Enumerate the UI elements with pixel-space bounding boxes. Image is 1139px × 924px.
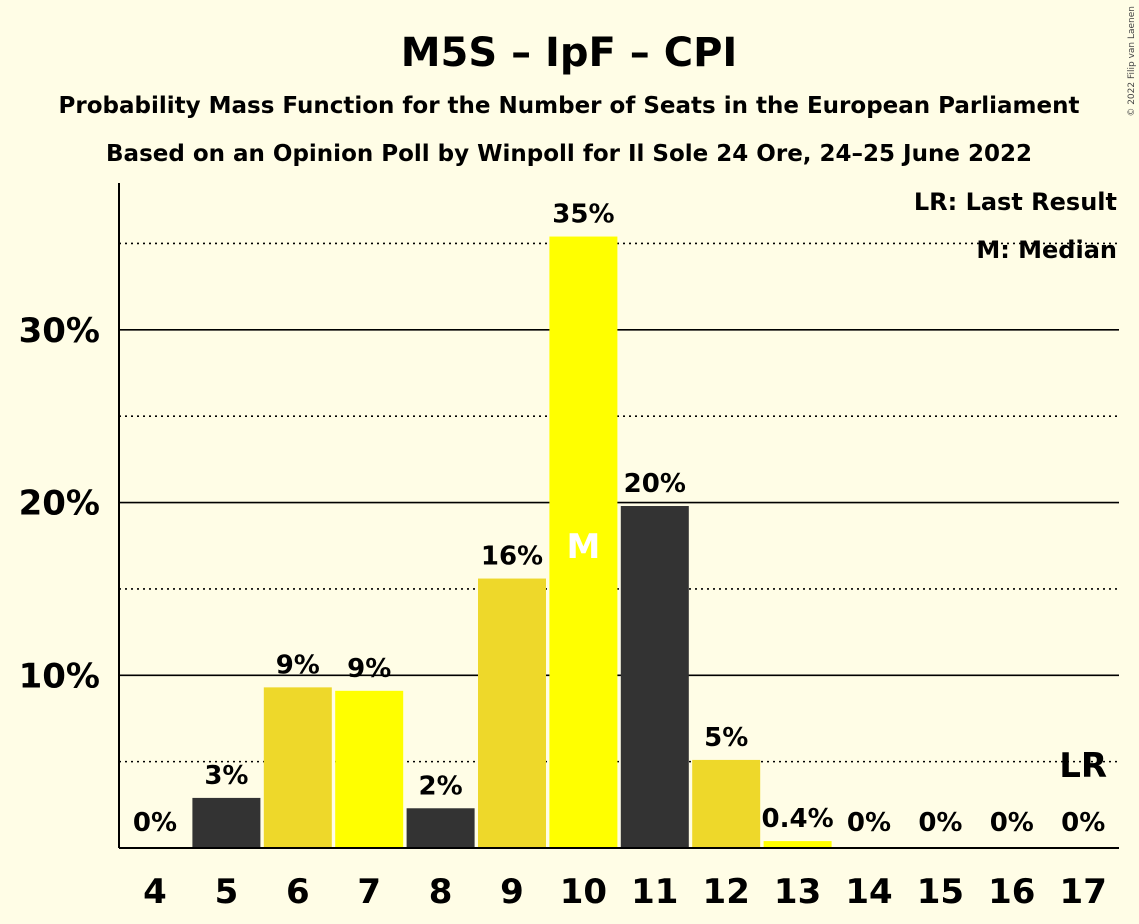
legend-last-result: LR: Last Result (914, 188, 1117, 216)
x-tick-label: 17 (1060, 872, 1107, 912)
x-tick-label: 11 (631, 872, 678, 912)
x-tick-label: 12 (703, 872, 750, 912)
bar-seats-8 (406, 808, 475, 848)
x-tick-label: 4 (143, 872, 167, 912)
x-tick-label: 7 (357, 872, 381, 912)
data-label-seats-7: 9% (347, 654, 391, 684)
x-tick-label: 14 (845, 872, 892, 912)
median-marker: M (566, 527, 600, 567)
bar-seats-5 (192, 797, 261, 848)
y-tick-label: 10% (19, 656, 100, 696)
data-label-seats-16: 0% (990, 808, 1034, 838)
y-tick-label: 20% (19, 484, 100, 524)
copyright-text: © 2022 Filip van Laenen (1127, 6, 1137, 117)
chart-subtitle: Probability Mass Function for the Number… (59, 93, 1080, 119)
data-label-seats-5: 3% (204, 761, 248, 791)
data-label-seats-12: 5% (704, 723, 748, 753)
bar-seats-10 (549, 236, 618, 848)
data-label-seats-13: 0.4% (762, 804, 834, 834)
bar-seats-7 (335, 690, 404, 848)
data-label-seats-17: 0% (1061, 808, 1105, 838)
bar-seats-9 (478, 578, 546, 848)
last-result-marker: LR (1059, 746, 1107, 786)
x-tick-label: 13 (774, 872, 821, 912)
gridlines: 10% 20% 30% (19, 242, 1119, 763)
data-label-seats-10: 35% (552, 200, 614, 230)
data-label-seats-14: 0% (847, 808, 891, 838)
x-tick-label: 6 (286, 872, 310, 912)
data-label-seats-4: 0% (133, 808, 177, 838)
x-tick-label: 16 (988, 872, 1035, 912)
x-tick-label: 10 (560, 872, 607, 912)
axes (118, 183, 1119, 849)
x-tick-label: 8 (429, 872, 453, 912)
x-tick-label: 5 (215, 872, 239, 912)
y-tick-label: 30% (19, 311, 100, 351)
data-labels: 0% 4 3% 5 9% 6 9% 7 2% 8 16% 9 35% 10 M 20% 11 5% 12 0.4% 13… (133, 200, 1107, 912)
bar-seats-11 (620, 506, 689, 848)
legend-median: M: Median (976, 236, 1117, 264)
bar-seats-6 (263, 687, 332, 848)
data-label-seats-9: 16% (481, 542, 543, 572)
data-label-seats-8: 2% (419, 771, 463, 801)
chart-source: Based on an Opinion Poll by Winpoll for … (106, 141, 1032, 167)
chart-title: M5S – IpF – CPI (401, 30, 738, 76)
x-tick-label: 15 (917, 872, 964, 912)
bar-seats-12 (692, 759, 761, 848)
bars (192, 236, 832, 848)
data-label-seats-15: 0% (918, 808, 962, 838)
x-tick-label: 9 (500, 872, 524, 912)
bar-seats-13 (763, 841, 832, 848)
data-label-seats-11: 20% (624, 469, 686, 499)
data-label-seats-6: 9% (276, 650, 320, 680)
